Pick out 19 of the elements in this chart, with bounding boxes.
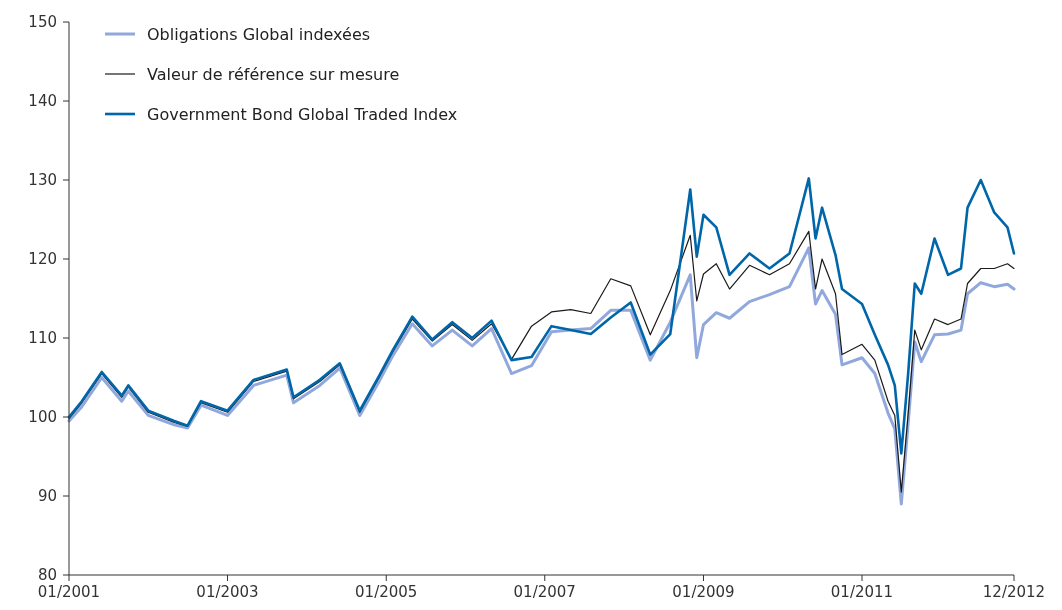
- y-tick-label: 120: [28, 250, 57, 269]
- y-tick-label: 150: [28, 13, 57, 32]
- x-tick-label: 01/2005: [355, 583, 418, 601]
- x-tick-label: 01/2009: [672, 583, 735, 601]
- y-tick-label: 110: [28, 329, 57, 348]
- y-tick-label: 100: [28, 408, 57, 427]
- y-tick-label: 90: [37, 487, 57, 506]
- x-tick-label: 01/2003: [196, 583, 259, 601]
- line-series: [67, 177, 1016, 455]
- x-tick-label: 12/2012: [982, 583, 1046, 601]
- x-tick-label: 01/2007: [513, 583, 576, 601]
- y-tick-label: 140: [28, 92, 57, 111]
- x-tick-label: 01/2001: [37, 583, 101, 601]
- x-tick-label: 01/2011: [830, 583, 894, 601]
- legend-label: Obligations Global indexées: [147, 24, 371, 44]
- legend-label: Government Bond Global Traded Index: [147, 104, 458, 124]
- legend-label: Valeur de référence sur mesure: [147, 64, 400, 84]
- y-tick-label: 80: [37, 566, 57, 585]
- y-tick-label: 130: [28, 171, 57, 190]
